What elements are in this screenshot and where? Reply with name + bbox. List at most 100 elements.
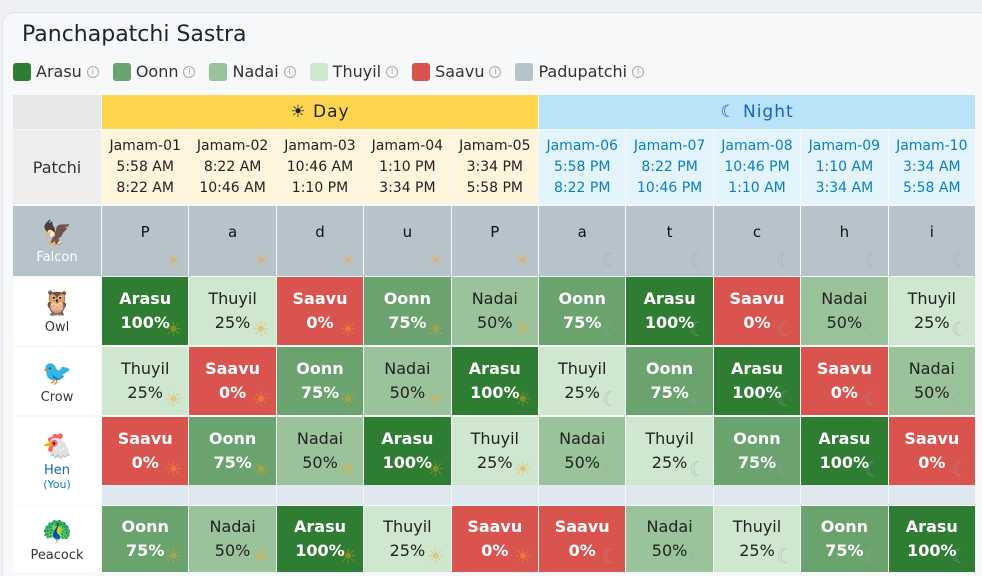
info-icon[interactable]: i (632, 65, 645, 78)
jamam-name: Jamam-07 (633, 137, 706, 154)
activity-percent: 0% (743, 313, 771, 332)
activity-cell[interactable]: Thuyil 25% ☀ (189, 277, 276, 345)
sun-icon: ☀ (426, 544, 445, 568)
activity-cell[interactable]: Arasu 100% ☀ (276, 506, 364, 572)
activity-cell[interactable]: Oonn 75% ☀ (102, 506, 189, 572)
info-icon[interactable]: i (183, 65, 196, 78)
sun-icon: ☀ (251, 317, 270, 341)
activity-cell[interactable]: Oonn 75% ☾ (713, 417, 801, 485)
legend-item-padupatchi: Padupatchi i (515, 62, 645, 81)
activity-cell[interactable]: Saavu 0% ☾ (539, 506, 626, 572)
activity-cell[interactable]: Saavu 0% ☾ (801, 347, 888, 415)
falcon-letter: P (490, 223, 500, 241)
jamam-end: 1:10 AM (728, 179, 786, 196)
activity-cell[interactable]: Nadai 50% ☾ (801, 277, 888, 345)
activity-cell[interactable]: Saavu 0% ☀ (276, 277, 364, 345)
activity-cell[interactable]: Arasu 100% ☀ (451, 347, 538, 415)
activity-cell[interactable]: Nadai 50% ☀ (189, 506, 276, 572)
info-icon[interactable]: i (86, 65, 99, 78)
jamam-end: 1:10 PM (291, 179, 349, 196)
patchi-header: Patchi (13, 130, 101, 204)
activity-cell[interactable]: Arasu 100% ☾ (801, 417, 888, 485)
activity-percent: 0% (219, 383, 247, 402)
activity-name: Nadai (908, 359, 955, 378)
falcon-letter: d (315, 223, 325, 241)
activity-cell[interactable]: Arasu 100% ☾ (713, 347, 801, 415)
activity-percent: 0% (568, 541, 596, 560)
legend-item-arasu: Arasu i (13, 62, 99, 81)
activity-cell[interactable]: Thuyil 25% ☾ (888, 277, 975, 345)
bird-hen: 🐔 Hen (You) (13, 417, 101, 505)
moon-icon: ☾ (601, 248, 620, 272)
falcon-letter-cell: d ☀ (276, 206, 364, 276)
activity-percent: 75% (213, 453, 252, 472)
activity-percent: 75% (126, 541, 165, 560)
moon-icon: ☾ (951, 387, 969, 411)
activity-cell[interactable]: Nadai 50% ☾ (539, 417, 626, 485)
activity-cell[interactable]: Arasu 100% ☀ (102, 277, 189, 345)
activity-percent: 100% (470, 383, 520, 402)
activity-cell[interactable]: Arasu 100% ☀ (364, 417, 451, 485)
activity-cell[interactable]: Saavu 0% ☾ (713, 277, 801, 345)
legend-label: Arasu (36, 62, 82, 81)
moon-icon: ☾ (601, 317, 620, 341)
sun-icon: ☀ (339, 387, 358, 411)
jamam-start: 3:34 PM (466, 158, 523, 175)
activity-percent: 50% (214, 541, 251, 560)
crow-icon: 🐦 (42, 358, 72, 387)
page-title: Panchapatchi Sastra (22, 22, 247, 47)
activity-cell[interactable]: Saavu 0% ☀ (451, 506, 538, 572)
activity-name: Thuyil (557, 359, 607, 378)
activity-name: Oonn (121, 517, 169, 536)
activity-cell[interactable]: Thuyil 25% ☾ (626, 417, 713, 485)
activity-cell[interactable]: Thuyil 25% ☾ (539, 347, 626, 415)
info-icon[interactable]: i (386, 65, 399, 78)
activity-name: Saavu (205, 359, 261, 378)
activity-percent: 25% (389, 541, 426, 560)
moon-icon: ☾ (951, 544, 969, 568)
legend-swatch (515, 62, 534, 81)
legend-label: Oonn (135, 62, 179, 81)
activity-cell[interactable]: Arasu 100% ☾ (626, 277, 713, 345)
activity-cell[interactable]: Arasu 100% ☾ (888, 506, 975, 572)
activity-cell[interactable]: Nadai 50% ☀ (451, 277, 538, 345)
jamam-header-8: Jamam-08 10:46 PM 1:10 AM (713, 130, 801, 204)
activity-cell[interactable]: Nadai 50% ☾ (626, 506, 713, 572)
sun-icon: ☀ (251, 457, 270, 481)
activity-cell[interactable]: Saavu 0% ☀ (102, 417, 189, 485)
activity-cell[interactable]: Nadai 50% ☾ (888, 347, 975, 415)
info-icon[interactable]: i (283, 65, 296, 78)
activity-cell[interactable]: Thuyil 25% ☾ (713, 506, 801, 572)
sun-icon: ☀ (426, 317, 445, 341)
sun-icon: ☀ (426, 387, 445, 411)
activity-cell[interactable]: Oonn 75% ☀ (276, 347, 364, 415)
activity-cell[interactable]: Saavu 0% ☾ (888, 417, 975, 485)
activity-name: Thuyil (732, 517, 782, 536)
activity-cell[interactable]: Oonn 75% ☾ (539, 277, 626, 345)
activity-cell[interactable]: Thuyil 25% ☀ (451, 417, 538, 485)
activity-cell[interactable]: Thuyil 25% ☀ (364, 506, 451, 572)
moon-icon: ☾ (863, 317, 882, 341)
activity-cell[interactable]: Saavu 0% ☀ (189, 347, 276, 415)
jamam-header-5: Jamam-05 3:34 PM 5:58 PM (451, 130, 538, 204)
activity-name: Nadai (384, 359, 431, 378)
moon-icon: ☾ (951, 248, 969, 272)
jamam-name: Jamam-02 (196, 137, 269, 154)
info-icon[interactable]: i (489, 65, 502, 78)
activity-cell[interactable]: Oonn 75% ☾ (801, 506, 888, 572)
jamam-name: Jamam-05 (459, 137, 531, 154)
activity-percent: 25% (651, 453, 688, 472)
activity-cell[interactable]: Nadai 50% ☀ (276, 417, 364, 485)
spacer-cell (626, 485, 713, 505)
activity-cell[interactable]: Oonn 75% ☾ (626, 347, 713, 415)
activity-cell[interactable]: Thuyil 25% ☀ (102, 347, 189, 415)
activity-cell[interactable]: Oonn 75% ☀ (364, 277, 451, 345)
falcon-letter-cell: a ☾ (539, 206, 626, 276)
jamam-name: Jamam-09 (808, 137, 881, 154)
falcon-letter: h (839, 223, 850, 241)
moon-icon: ☾ (601, 544, 620, 568)
activity-cell[interactable]: Oonn 75% ☀ (189, 417, 276, 485)
activity-cell[interactable]: Nadai 50% ☀ (364, 347, 451, 415)
jamam-name: Jamam-06 (546, 137, 618, 154)
activity-name: Nadai (559, 429, 606, 448)
